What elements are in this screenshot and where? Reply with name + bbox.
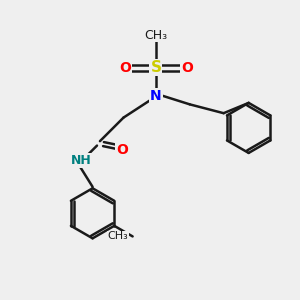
Text: CH₃: CH₃ [144, 29, 167, 42]
Text: NH: NH [70, 154, 91, 167]
Text: O: O [181, 61, 193, 75]
Text: O: O [119, 61, 131, 75]
Text: O: O [116, 143, 128, 157]
Text: N: N [150, 88, 162, 103]
Text: CH₃: CH₃ [107, 231, 128, 242]
Text: S: S [150, 60, 161, 75]
